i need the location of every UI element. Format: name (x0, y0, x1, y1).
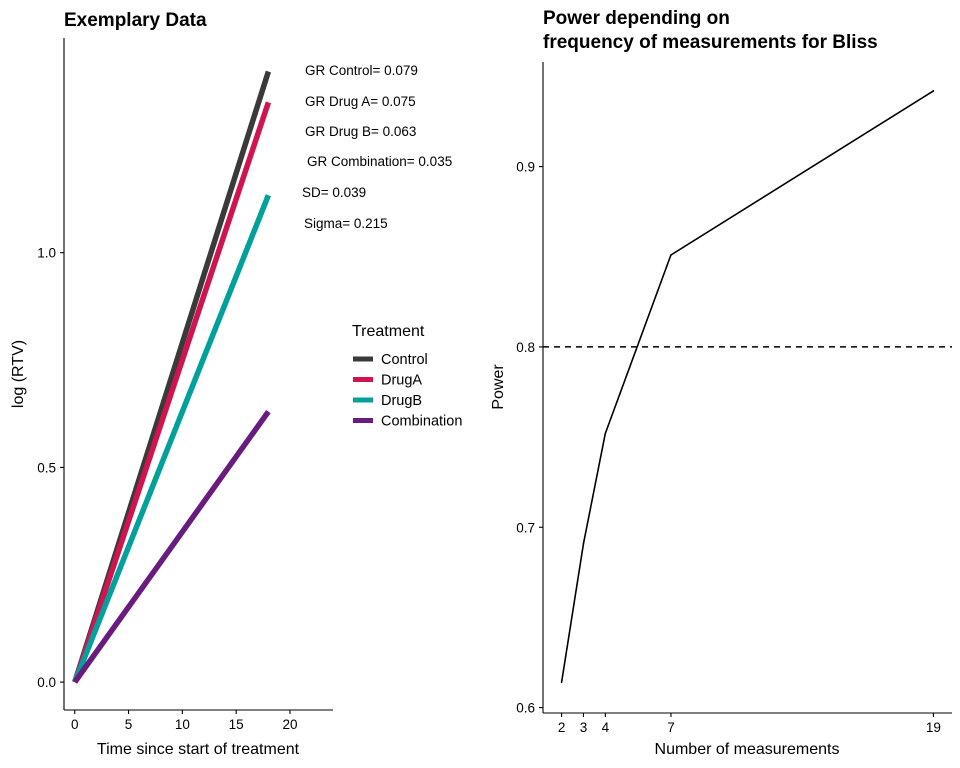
right-x-tick-label: 19 (926, 720, 941, 735)
right-x-tick-label: 2 (558, 720, 566, 735)
left-y-tick-label: 1.0 (37, 246, 56, 261)
annotation-gr-drug-a: GR Drug A= 0.075 (305, 94, 416, 109)
annotation-gr-control: GR Control= 0.079 (305, 63, 418, 78)
right-chart-title-line-2: frequency of measurements for Bliss (543, 32, 878, 53)
right-chart-title-line-1: Power depending on (543, 8, 730, 29)
left-x-tick-label: 10 (175, 717, 190, 732)
left-y-tick-label: 0.0 (37, 675, 56, 690)
legend-label-druga: DrugA (381, 373, 422, 389)
left-x-tick-label: 0 (71, 717, 79, 732)
power-point (582, 542, 585, 545)
right-y-tick-label: 0.6 (516, 701, 535, 716)
exemplary-data-panel: Exemplary Data 0.0 0.5 1.0 0 5 10 15 20 Time s… (10, 10, 462, 758)
annotation-sigma: Sigma= 0.215 (304, 216, 388, 231)
left-x-ticks: 0 5 10 15 20 (71, 710, 297, 732)
annotations: GR Control= 0.079 GR Drug A= 0.075 GR Dr… (302, 63, 452, 231)
right-y-tick-label: 0.8 (516, 340, 535, 355)
series-line-drugb (72, 194, 271, 684)
right-x-tick-label: 4 (602, 720, 610, 735)
annotation-gr-combination: GR Combination= 0.035 (307, 154, 452, 169)
left-x-tick-label: 15 (229, 717, 244, 732)
legend-items: Control DrugA DrugB Combination (353, 352, 462, 430)
power-point (604, 432, 607, 435)
left-y-axis-label: log (RTV) (10, 340, 27, 408)
series-line-combination (72, 409, 271, 684)
legend-title: Treatment (352, 323, 425, 340)
power-panel: Power depending on frequency of measurem… (490, 8, 952, 758)
power-point (560, 681, 563, 684)
right-y-tick-label: 0.7 (516, 520, 535, 535)
left-chart-title: Exemplary Data (64, 10, 207, 31)
annotation-gr-drug-b: GR Drug B= 0.063 (305, 124, 416, 139)
annotation-sd: SD= 0.039 (302, 185, 366, 200)
left-y-tick-label: 0.5 (37, 460, 56, 475)
legend-label-combination: Combination (381, 414, 462, 430)
legend-label-control: Control (381, 352, 428, 368)
power-point (670, 254, 672, 256)
left-x-tick-label: 20 (282, 717, 297, 732)
legend: Treatment Control DrugA DrugB Combination (352, 323, 462, 430)
left-x-axis-label: Time since start of treatment (97, 741, 300, 758)
left-x-tick-label: 5 (125, 717, 133, 732)
right-x-axis-label: Number of measurements (655, 741, 840, 758)
left-series-group (72, 70, 272, 684)
right-y-axis-label: Power (490, 364, 507, 410)
power-line (560, 90, 934, 683)
right-x-tick-label: 3 (580, 720, 588, 735)
right-x-ticks: 2 3 4 7 19 (558, 713, 941, 735)
right-series-group (560, 90, 935, 684)
right-y-tick-label: 0.9 (516, 160, 535, 175)
left-y-ticks: 0.0 0.5 1.0 (37, 246, 64, 690)
power-point (932, 90, 935, 92)
right-x-tick-label: 7 (667, 720, 675, 735)
legend-label-drugb: DrugB (381, 393, 422, 409)
series-line-druga (72, 101, 272, 683)
right-y-ticks: 0.6 0.7 0.8 0.9 (516, 160, 543, 716)
